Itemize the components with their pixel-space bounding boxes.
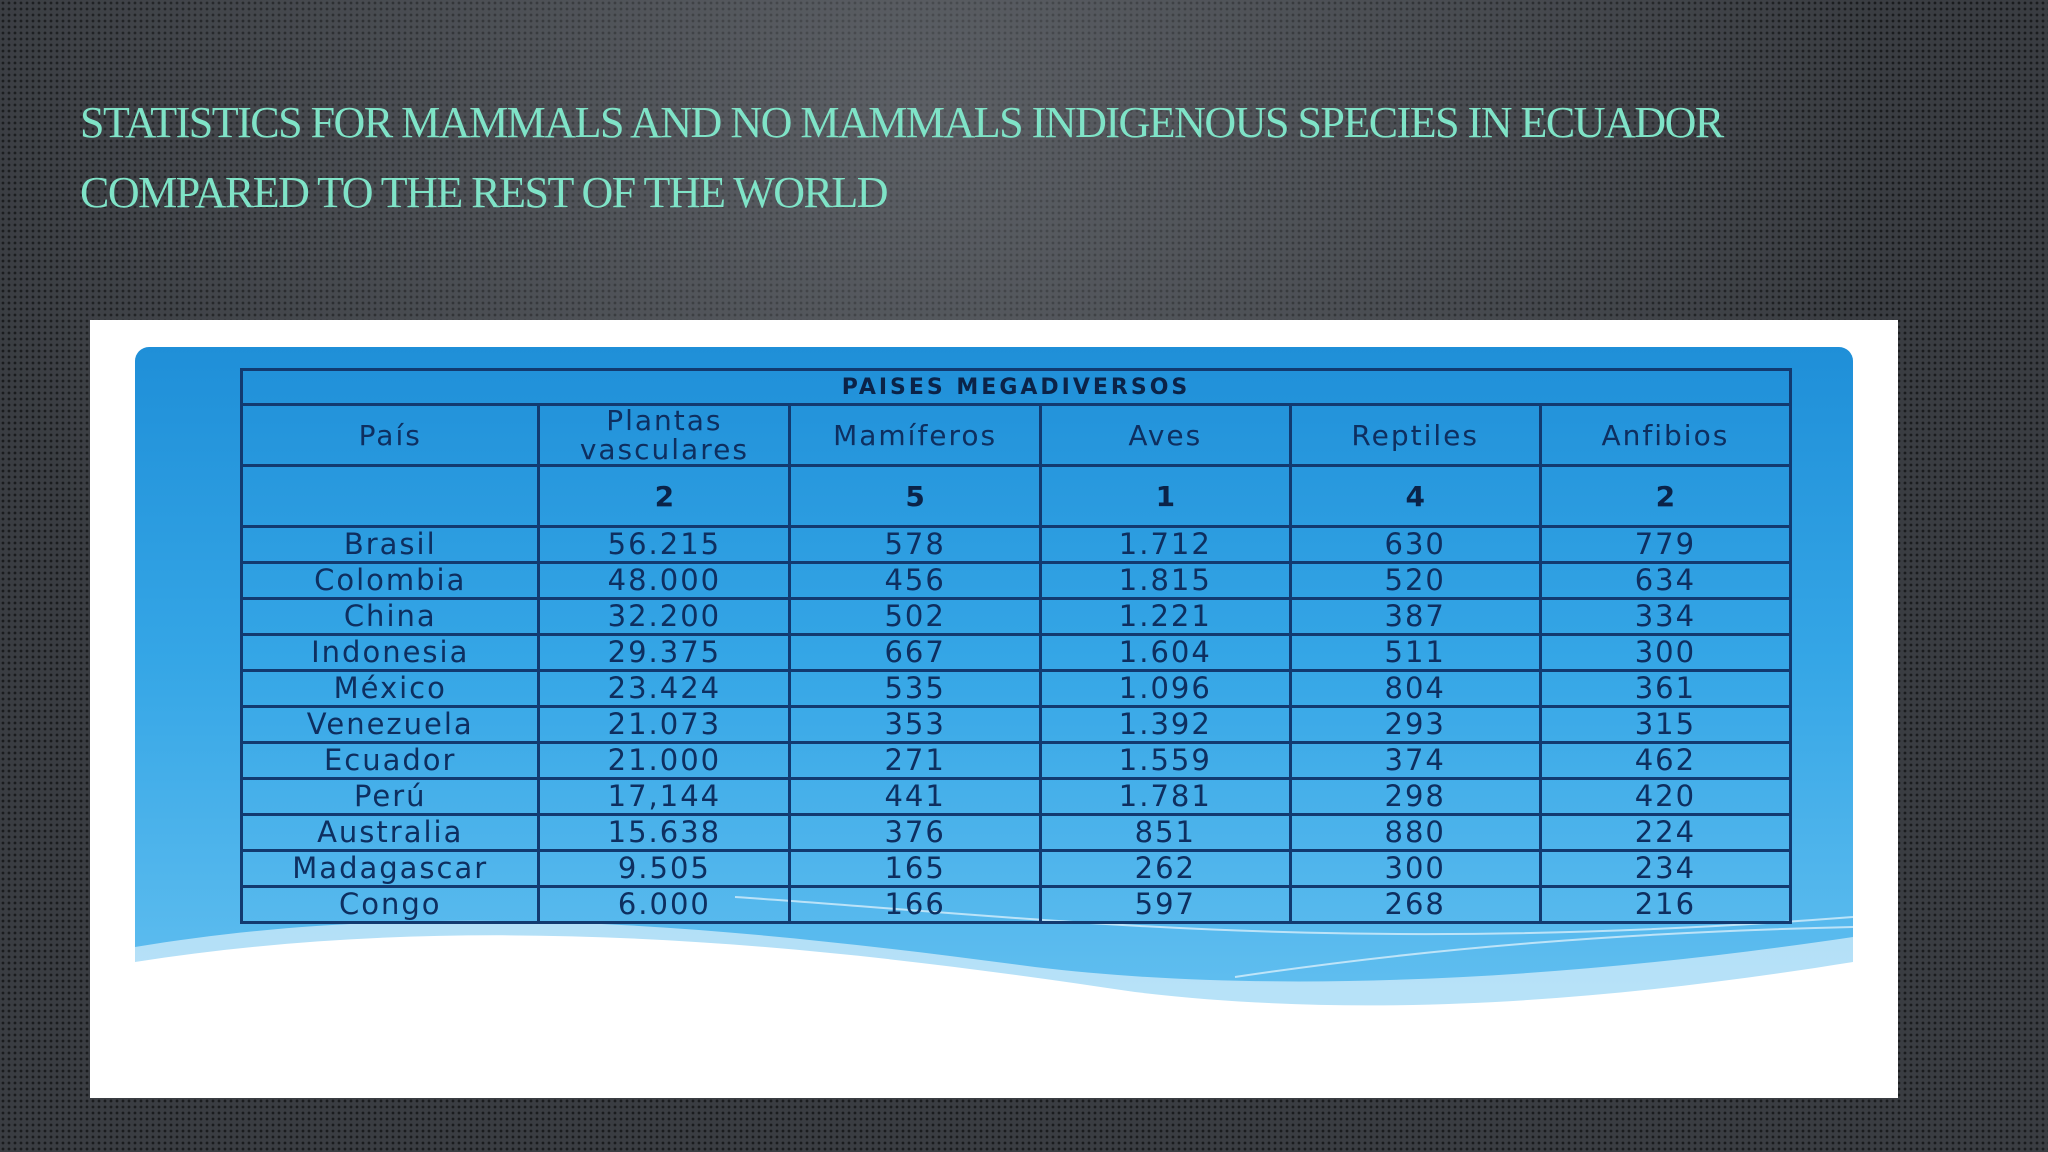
country-cell: China: [239, 597, 541, 636]
data-cell: 29.375: [537, 633, 792, 672]
data-cell: 17,144: [537, 777, 792, 816]
data-cell: 634: [1538, 561, 1793, 600]
data-cell: 9.505: [537, 849, 792, 888]
country-cell: Venezuela: [239, 705, 541, 744]
country-cell: Brasil: [239, 525, 541, 564]
data-cell: 578: [788, 525, 1042, 564]
data-cell: 880: [1288, 813, 1542, 852]
header-row: País Plantas vasculares Mamíferos Aves R…: [239, 403, 1793, 467]
slide-title-line-1: Statistics for mammals and no mammals in…: [80, 98, 1724, 147]
data-cell: 56.215: [537, 525, 792, 564]
rank-cell: 4: [1288, 464, 1542, 528]
data-cell: 224: [1538, 813, 1793, 852]
country-cell: Ecuador: [239, 741, 541, 780]
data-cell: 6.000: [537, 885, 792, 924]
data-cell: 21.000: [537, 741, 792, 780]
data-cell: 293: [1288, 705, 1542, 744]
header-pais: País: [239, 403, 541, 467]
slide-title-line-2: compared to the rest of the world: [80, 168, 889, 217]
rank-cell: 5: [788, 464, 1042, 528]
header-mamiferos: Mamíferos: [788, 403, 1042, 467]
table-row: Brasil 56.215 578 1.712 630 779: [239, 525, 1793, 564]
data-cell: 456: [788, 561, 1042, 600]
table-caption: PAISES MEGADIVERSOS: [240, 368, 1792, 406]
data-cell: 441: [788, 777, 1042, 816]
data-cell: 298: [1288, 777, 1542, 816]
country-cell: Congo: [239, 885, 541, 924]
data-cell: 300: [1288, 849, 1542, 888]
country-cell: Madagascar: [239, 849, 541, 888]
data-cell: 597: [1038, 885, 1292, 924]
data-cell: 48.000: [537, 561, 792, 600]
wave-decoration: [135, 896, 1853, 1047]
data-cell: 262: [1038, 849, 1292, 888]
data-cell: 779: [1538, 525, 1793, 564]
table-row: Madagascar 9.505 165 262 300 234: [239, 849, 1793, 888]
rank-cell: 1: [1038, 464, 1292, 528]
megadiverse-table: PAISES MEGADIVERSOS País Plantas vascula…: [239, 368, 1793, 924]
table-row: Ecuador 21.000 271 1.559 374 462: [239, 741, 1793, 780]
data-cell: 216: [1538, 885, 1793, 924]
country-cell: Indonesia: [239, 633, 541, 672]
data-cell: 15.638: [537, 813, 792, 852]
slide-title: Statistics for mammals and no mammals in…: [80, 88, 1830, 228]
header-anfibios: Anfibios: [1538, 403, 1793, 467]
data-cell: 300: [1538, 633, 1793, 672]
data-cell: 165: [788, 849, 1042, 888]
data-cell: 1.096: [1038, 669, 1292, 708]
data-cell: 520: [1288, 561, 1542, 600]
data-cell: 1.815: [1038, 561, 1292, 600]
data-cell: 1.392: [1038, 705, 1292, 744]
header-plantas: Plantas vasculares: [537, 403, 792, 467]
table-row: Indonesia 29.375 667 1.604 511 300: [239, 633, 1793, 672]
data-cell: 334: [1538, 597, 1793, 636]
country-cell: Perú: [239, 777, 541, 816]
country-cell: México: [239, 669, 541, 708]
data-cell: 462: [1538, 741, 1793, 780]
table-row: Australia 15.638 376 851 880 224: [239, 813, 1793, 852]
table-row: Perú 17,144 441 1.781 298 420: [239, 777, 1793, 816]
data-cell: 271: [788, 741, 1042, 780]
table-row: Congo 6.000 166 597 268 216: [239, 885, 1793, 924]
table-image-frame: PAISES MEGADIVERSOS País Plantas vascula…: [90, 320, 1898, 1098]
rank-row: 2 5 1 4 2: [239, 464, 1793, 528]
data-cell: 630: [1288, 525, 1542, 564]
data-cell: 420: [1538, 777, 1793, 816]
data-cell: 511: [1288, 633, 1542, 672]
table-row: Venezuela 21.073 353 1.392 293 315: [239, 705, 1793, 744]
table-row: México 23.424 535 1.096 804 361: [239, 669, 1793, 708]
data-cell: 23.424: [537, 669, 792, 708]
data-cell: 1.604: [1038, 633, 1292, 672]
data-cell: 376: [788, 813, 1042, 852]
table-row: Colombia 48.000 456 1.815 520 634: [239, 561, 1793, 600]
country-cell: Colombia: [239, 561, 541, 600]
data-cell: 851: [1038, 813, 1292, 852]
data-cell: 234: [1538, 849, 1793, 888]
data-cell: 353: [788, 705, 1042, 744]
data-cell: 1.221: [1038, 597, 1292, 636]
data-cell: 361: [1538, 669, 1793, 708]
country-cell: Australia: [239, 813, 541, 852]
table-body: Brasil 56.215 578 1.712 630 779 Colombia…: [239, 525, 1793, 924]
header-reptiles: Reptiles: [1288, 403, 1542, 467]
data-cell: 21.073: [537, 705, 792, 744]
data-cell: 1.559: [1038, 741, 1292, 780]
data-cell: 374: [1288, 741, 1542, 780]
data-cell: 667: [788, 633, 1042, 672]
data-cell: 804: [1288, 669, 1542, 708]
data-cell: 502: [788, 597, 1042, 636]
data-cell: 268: [1288, 885, 1542, 924]
table-row: China 32.200 502 1.221 387 334: [239, 597, 1793, 636]
header-aves: Aves: [1038, 403, 1292, 467]
rank-cell: 2: [1538, 464, 1793, 528]
rank-cell: 2: [537, 464, 792, 528]
data-cell: 1.712: [1038, 525, 1292, 564]
rank-cell: [239, 464, 541, 528]
data-cell: 32.200: [537, 597, 792, 636]
data-cell: 387: [1288, 597, 1542, 636]
data-cell: 315: [1538, 705, 1793, 744]
data-cell: 535: [788, 669, 1042, 708]
data-cell: 1.781: [1038, 777, 1292, 816]
data-cell: 166: [788, 885, 1042, 924]
